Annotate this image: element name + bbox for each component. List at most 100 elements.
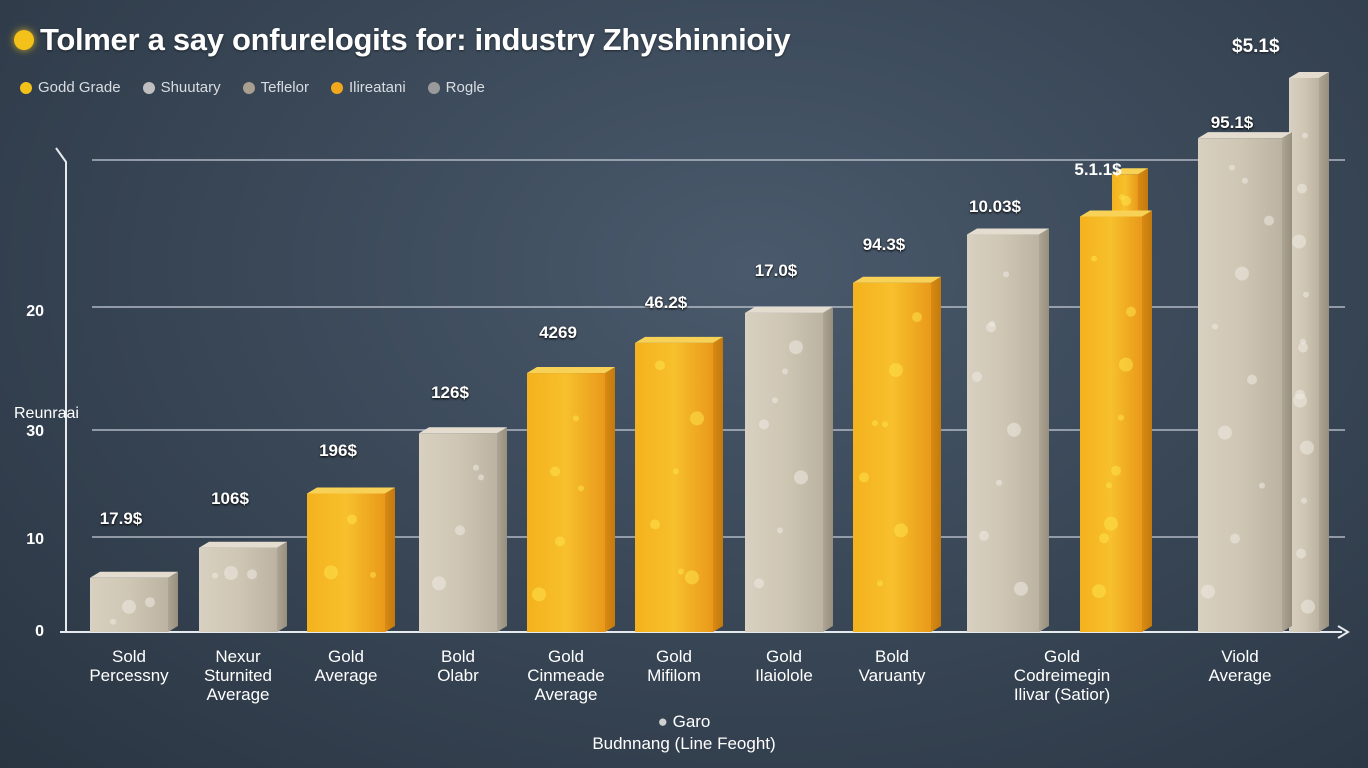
- texture-speck: [224, 566, 238, 581]
- bar-side: [385, 487, 395, 632]
- bar-top: [853, 276, 941, 283]
- data-label: 95.1$: [1211, 113, 1254, 132]
- x-tick-label: Average: [534, 685, 597, 704]
- y-tick-label: 20: [26, 303, 44, 320]
- texture-speck: [1292, 234, 1306, 249]
- texture-speck: [1092, 584, 1106, 599]
- x-tick-label: Viold: [1221, 647, 1259, 666]
- y-tick-label: 10: [26, 531, 44, 548]
- legend: Godd Grade Shuutary Teflelor Ilireatani Rogl…: [20, 79, 485, 96]
- texture-speck: [578, 485, 584, 492]
- data-label: 10.03$: [969, 197, 1022, 216]
- texture-speck: [1212, 323, 1218, 330]
- texture-speck: [872, 420, 878, 427]
- data-label: 17.9$: [100, 509, 143, 528]
- bar: [967, 234, 1039, 633]
- texture-speck: [324, 565, 338, 580]
- texture-speck: [882, 421, 888, 428]
- sparkle-icon: ●: [657, 712, 673, 731]
- sparkle-icon: [142, 81, 155, 94]
- texture-speck: [754, 578, 764, 589]
- gold-dot-icon: [20, 81, 32, 94]
- texture-speck: [912, 312, 922, 323]
- texture-speck: [979, 530, 989, 541]
- texture-speck: [145, 597, 155, 608]
- bar-top: [419, 427, 507, 434]
- bar-side: [497, 427, 507, 632]
- bar-back-top: [1112, 168, 1148, 175]
- bar-back: [1289, 77, 1319, 632]
- bar-side: [931, 276, 941, 632]
- texture-speck: [678, 568, 684, 575]
- x-tick-label: Average: [1208, 666, 1271, 685]
- texture-speck: [1119, 357, 1133, 372]
- x-axis-arrow: [1337, 625, 1350, 639]
- bar-top: [90, 571, 178, 578]
- texture-speck: [889, 363, 903, 378]
- texture-speck: [877, 580, 883, 587]
- texture-speck: [650, 519, 660, 530]
- data-label: 196$: [319, 441, 357, 460]
- bar-secondary-side: [1142, 210, 1152, 632]
- bar-side: [1282, 132, 1292, 632]
- bar-back-top: [1289, 71, 1329, 78]
- texture-speck: [1099, 533, 1109, 544]
- texture-speck: [1300, 440, 1314, 455]
- bar-side: [277, 541, 287, 632]
- legend-item: Godd Grade: [20, 79, 121, 96]
- x-tick-label: Gold: [766, 647, 802, 666]
- chart-title: Tolmer a say onfurelogits for: industry …: [40, 22, 791, 57]
- x-tick-label: Average: [206, 685, 269, 704]
- x-tick-label: Gold: [328, 647, 364, 666]
- x-tick-label: Olabr: [437, 666, 479, 685]
- texture-speck: [347, 514, 357, 525]
- data-label: 17.0$: [755, 261, 798, 280]
- bar-back-side: [1319, 71, 1329, 632]
- texture-speck: [1104, 516, 1118, 531]
- data-label: 106$: [211, 489, 249, 508]
- texture-speck: [777, 527, 783, 534]
- texture-speck: [1003, 271, 1009, 278]
- texture-speck: [573, 415, 579, 422]
- data-label-extra: 5.1.1$: [1074, 160, 1122, 179]
- x-axis-prefix: ● Garo: [0, 712, 1368, 732]
- texture-speck: [690, 411, 704, 426]
- texture-speck: [1111, 465, 1121, 476]
- bar: [635, 342, 713, 632]
- bar-side: [605, 367, 615, 632]
- y-axis-line: [55, 147, 67, 632]
- x-tick-label: Ilaiolole: [755, 666, 813, 685]
- y-axis-title: Reunraai: [14, 405, 79, 422]
- bar-top: [745, 306, 833, 313]
- texture-speck: [859, 472, 869, 483]
- texture-speck: [550, 466, 560, 477]
- texture-speck: [986, 322, 996, 333]
- texture-speck: [1119, 194, 1125, 201]
- texture-speck: [1297, 183, 1307, 194]
- texture-speck: [655, 360, 665, 371]
- bar-top: [967, 228, 1049, 235]
- orange-dot-icon: [330, 81, 343, 94]
- legend-label: Ilireatani: [348, 79, 406, 96]
- texture-speck: [1301, 599, 1315, 614]
- x-tick-label: Gold: [548, 647, 584, 666]
- legend-item: Ilireatani: [330, 79, 406, 96]
- texture-speck: [789, 340, 803, 355]
- y-tick-label: 0: [35, 623, 44, 640]
- texture-speck: [1118, 414, 1124, 421]
- texture-speck: [1201, 584, 1215, 599]
- texture-speck: [532, 587, 546, 602]
- texture-speck: [122, 599, 136, 614]
- bar-side: [168, 571, 178, 632]
- x-tick-label: Sturnited: [204, 666, 272, 685]
- legend-item: Shuutary: [142, 79, 221, 96]
- bar-top: [307, 487, 395, 494]
- x-tick-label: Bold: [441, 647, 475, 666]
- texture-speck: [1014, 581, 1028, 596]
- texture-speck: [1296, 548, 1306, 559]
- texture-speck: [247, 569, 257, 580]
- texture-speck: [1301, 497, 1307, 504]
- data-label: 46.2$: [645, 293, 688, 312]
- bar-side: [823, 306, 833, 632]
